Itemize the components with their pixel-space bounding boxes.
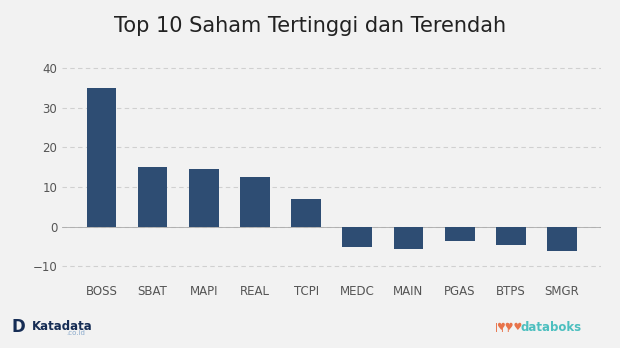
Bar: [291, 199, 321, 227]
Bar: [496, 227, 526, 245]
Text: D: D: [11, 318, 25, 336]
Text: Top 10 Saham Tertinggi dan Terendah: Top 10 Saham Tertinggi dan Terendah: [114, 16, 506, 35]
Bar: [547, 227, 577, 251]
Bar: [394, 227, 423, 248]
Bar: [87, 88, 116, 227]
Text: Katadata: Katadata: [32, 320, 93, 333]
Bar: [240, 177, 270, 227]
Text: ♥♥♥: ♥♥♥: [496, 322, 522, 332]
Bar: [189, 169, 219, 227]
Text: databoks: databoks: [521, 321, 582, 334]
Bar: [445, 227, 474, 241]
Bar: [342, 227, 372, 247]
Text: .co.id: .co.id: [66, 330, 85, 336]
Bar: [138, 167, 167, 227]
Text: | | |: | | |: [495, 323, 510, 332]
